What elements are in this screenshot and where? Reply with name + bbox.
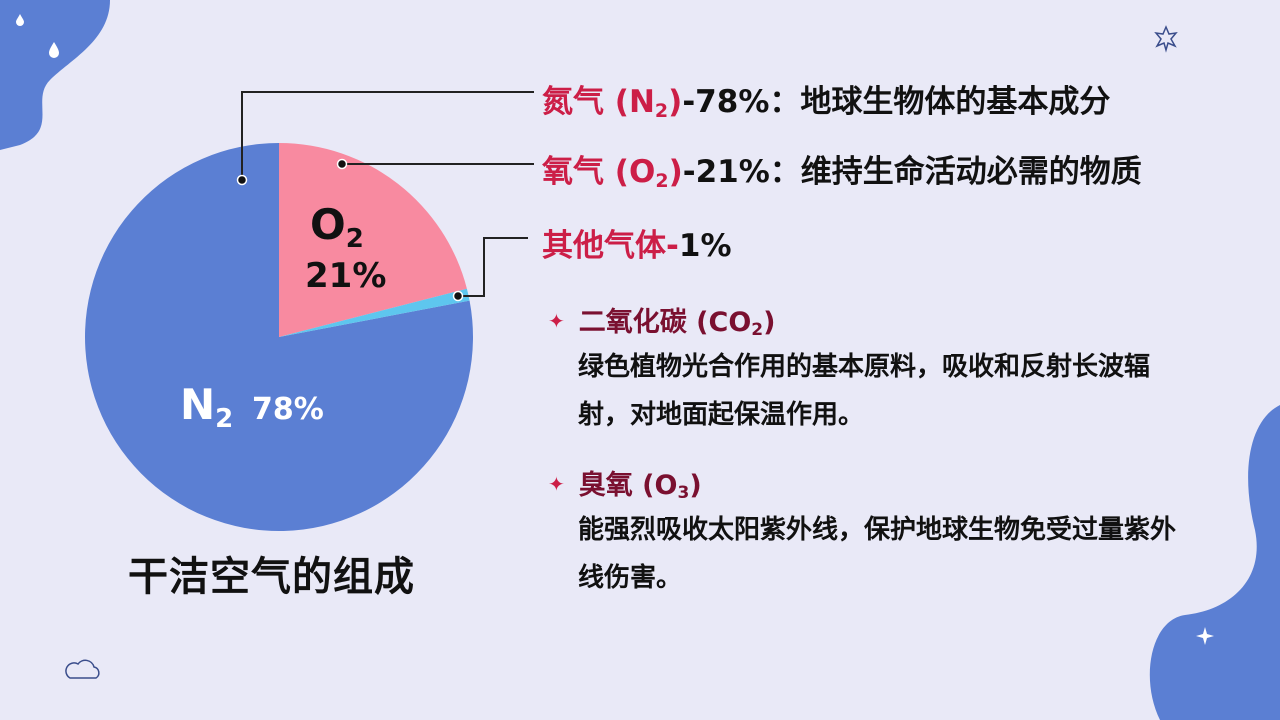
leader-line-nitrogen-dot	[236, 174, 248, 186]
leader-line-other-dot	[452, 290, 464, 302]
legend-other-name: 其他气体-	[542, 228, 679, 264]
sparkle-outline-icon	[1154, 25, 1178, 53]
pie-slice-o2	[279, 143, 467, 337]
legend-oxygen: 氧气 (O2)-21%：维持生命活动必需的物质	[542, 146, 1142, 192]
chart-title: 干洁空气的组成	[128, 554, 415, 600]
legend-nitrogen-name: 氮气 (N2)	[542, 84, 683, 122]
bottom-right-blob	[1149, 405, 1280, 720]
sparkle-icon	[1196, 627, 1214, 645]
co2-description: 绿色植物光合作用的基本原料，吸收和反射长波辐射，对地面起保温作用。	[578, 352, 1151, 430]
leader-line-oxygen-dot	[336, 158, 348, 170]
co2-heading: ✦ 二氧化碳 (CO2)	[548, 307, 776, 340]
o3-heading: ✦ 臭氧 (O3)	[548, 470, 702, 503]
leader-line-other	[458, 237, 528, 297]
legend-other: 其他气体-1%	[542, 220, 732, 265]
top-left-blob	[0, 0, 110, 150]
pie-label-o2: O2	[310, 200, 364, 254]
pie-label-n2-percent: 78%	[252, 392, 324, 427]
pie-label-o2-percent: 21%	[305, 256, 387, 296]
pie-slice-other	[279, 288, 470, 337]
leader-line-nitrogen	[241, 91, 534, 180]
star-bullet-icon: ✦	[548, 472, 565, 496]
legend-nitrogen: 氮气 (N2)-78%：地球生物体的基本成分	[542, 76, 1110, 122]
o3-description: 能强烈吸收太阳紫外线，保护地球生物免受过量紫外线伤害。	[578, 515, 1177, 593]
pie-label-n2: N2	[180, 380, 234, 434]
legend-oxygen-name: 氧气 (O2)	[542, 154, 683, 192]
legend-nitrogen-text: -78%：地球生物体的基本成分	[682, 84, 1111, 120]
droplet-icon	[16, 14, 24, 26]
legend-other-text: 1%	[678, 228, 732, 264]
droplet-icon	[49, 42, 59, 58]
cloud-icon	[65, 659, 100, 679]
legend-oxygen-text: -21%：维持生命活动必需的物质	[682, 154, 1142, 190]
star-bullet-icon: ✦	[548, 309, 565, 333]
